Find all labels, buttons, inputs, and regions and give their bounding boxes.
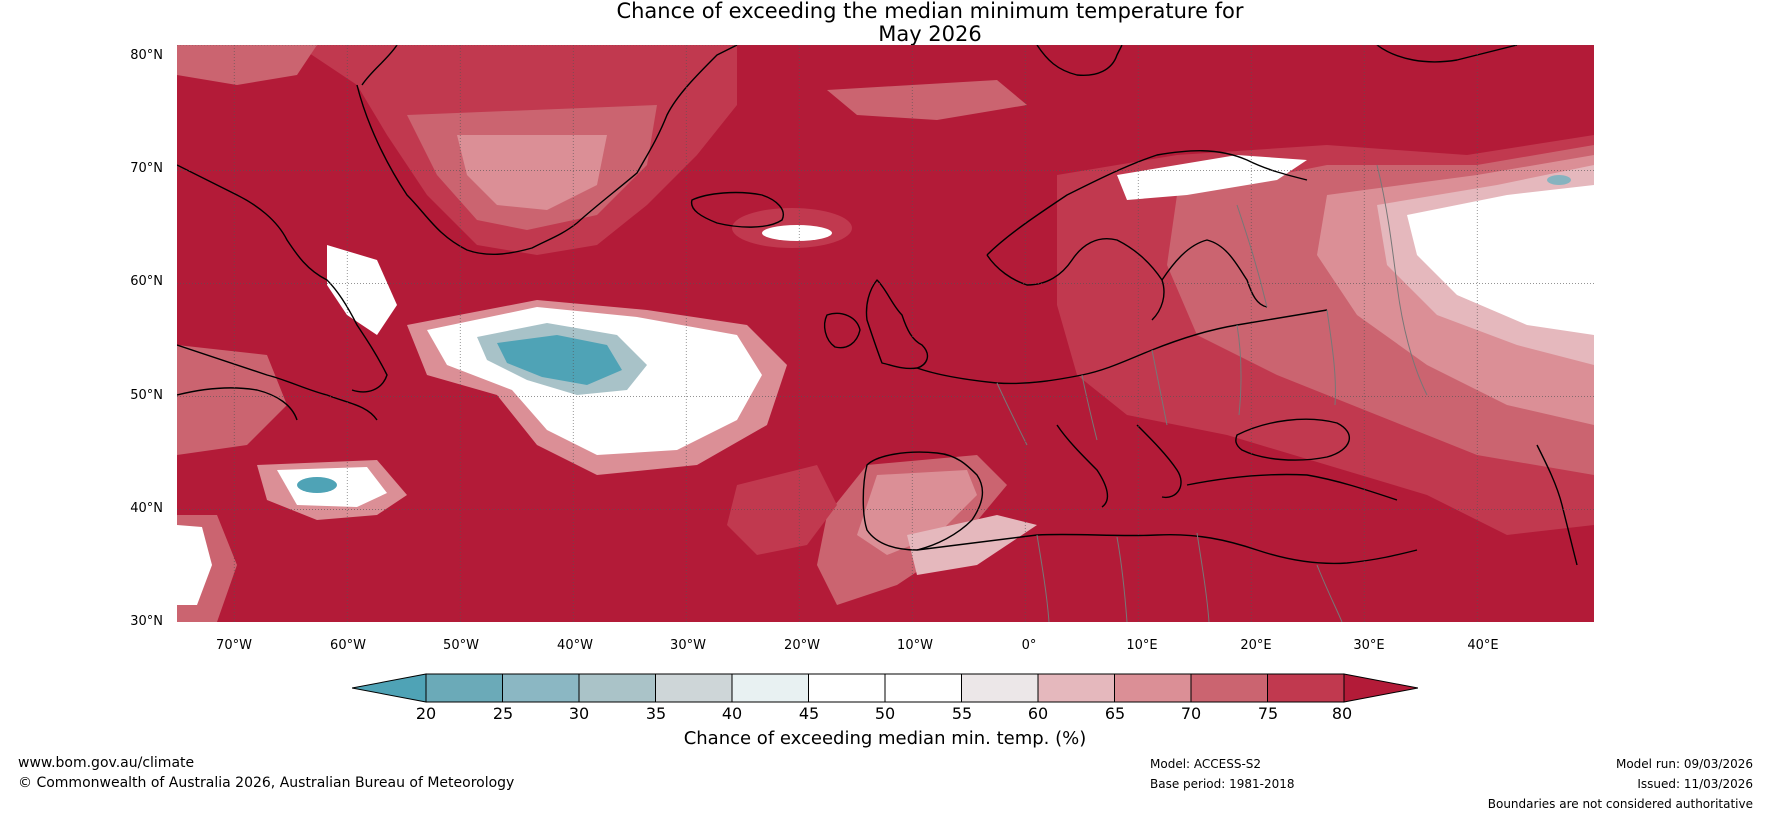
colorbar-segment — [1114, 673, 1192, 703]
colorbar-tick-70: 70 — [1180, 704, 1202, 723]
map-title: Chance of exceeding the median minimum t… — [0, 0, 1770, 46]
colorbar-segments — [352, 673, 1418, 703]
colorbar-segment — [425, 673, 503, 703]
lon-label-30w: 30°W — [670, 638, 706, 653]
lon-label-10e: 10°E — [1126, 638, 1158, 653]
footer-website: www.bom.gov.au/climate — [18, 755, 195, 771]
lon-label-40e: 40°E — [1467, 638, 1499, 653]
colorbar-tick-45: 45 — [798, 704, 820, 723]
colorbar-segment — [1190, 673, 1268, 703]
lat-label-30n: 30°N — [130, 614, 163, 629]
footer-issued: Issued: 11/03/2026 — [1637, 777, 1753, 791]
colorbar-segment — [884, 673, 962, 703]
colorbar-over-triangle — [1343, 673, 1418, 703]
probability-fields — [177, 45, 1594, 622]
colorbar-tick-30: 30 — [568, 704, 590, 723]
colorbar-tick-25: 25 — [492, 704, 514, 723]
lon-label-10w: 10°W — [897, 638, 933, 653]
lat-label-50n: 50°N — [130, 388, 163, 403]
lon-label-30e: 30°E — [1353, 638, 1385, 653]
footer-base-period: Base period: 1981-2018 — [1150, 777, 1295, 791]
lat-label-80n: 80°N — [130, 48, 163, 63]
lon-label-20w: 20°W — [784, 638, 820, 653]
colorbar-under-triangle — [352, 673, 427, 703]
colorbar-tick-40: 40 — [721, 704, 743, 723]
colorbar-tick-65: 65 — [1104, 704, 1126, 723]
footer-copyright: © Commonwealth of Australia 2026, Austra… — [18, 775, 515, 791]
colorbar — [352, 673, 1418, 703]
colorbar-tick-50: 50 — [874, 704, 896, 723]
lon-label-50w: 50°W — [443, 638, 479, 653]
lon-label-0: 0° — [1021, 638, 1037, 653]
map-title-line2: May 2026 — [878, 22, 982, 46]
colorbar-segment — [578, 673, 656, 703]
footer-model: Model: ACCESS-S2 — [1150, 757, 1262, 771]
graticule — [177, 45, 1594, 622]
colorbar-tick-35: 35 — [645, 704, 667, 723]
borders — [996, 164, 1428, 622]
footer-model-run: Model run: 09/03/2026 — [1615, 757, 1753, 771]
probability-map — [177, 45, 1594, 622]
map-title-line1: Chance of exceeding the median minimum t… — [616, 0, 1244, 23]
footer-disclaimer: Boundaries are not considered authoritat… — [1487, 797, 1753, 811]
lon-label-60w: 60°W — [330, 638, 366, 653]
colorbar-tick-20: 20 — [415, 704, 437, 723]
map-panel[interactable] — [177, 45, 1594, 622]
lon-label-70w: 70°W — [216, 638, 252, 653]
lon-label-40w: 40°W — [557, 638, 593, 653]
colorbar-label: Chance of exceeding median min. temp. (%… — [683, 728, 1087, 749]
colorbar-tick-80: 80 — [1331, 704, 1353, 723]
colorbar-tick-75: 75 — [1257, 704, 1279, 723]
colorbar-tick-60: 60 — [1027, 704, 1049, 723]
colorbar-segment — [808, 673, 886, 703]
colorbar-segment — [1037, 673, 1115, 703]
lat-label-40n: 40°N — [130, 501, 163, 516]
lat-label-70n: 70°N — [130, 161, 163, 176]
lon-label-20e: 20°E — [1240, 638, 1272, 653]
colorbar-segment — [655, 673, 733, 703]
colorbar-tick-55: 55 — [951, 704, 973, 723]
colorbar-segment — [961, 673, 1039, 703]
colorbar-segment — [1267, 673, 1345, 703]
colorbar-segment — [731, 673, 809, 703]
lat-label-60n: 60°N — [130, 274, 163, 289]
colorbar-segment — [502, 673, 580, 703]
